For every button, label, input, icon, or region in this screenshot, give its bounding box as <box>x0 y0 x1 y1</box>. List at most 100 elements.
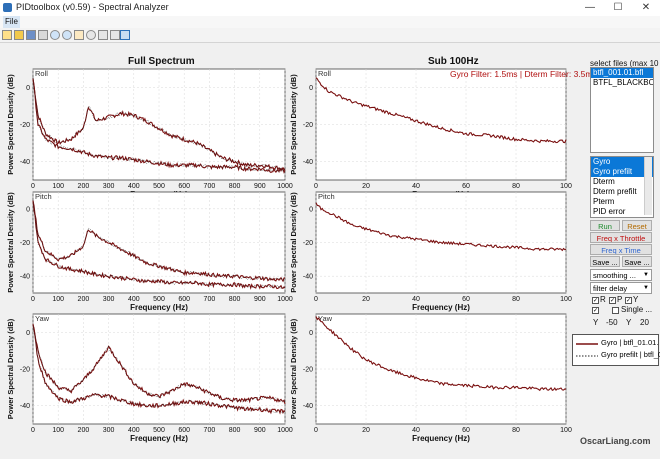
x-tick-label: 100 <box>560 183 572 190</box>
rotate-icon[interactable] <box>86 30 96 40</box>
type-gyro-prefilt[interactable]: Gyro prefilt <box>591 167 653 177</box>
x-tick-label: 20 <box>362 427 370 434</box>
x-tick-label: 40 <box>412 183 420 190</box>
row-label: Roll <box>318 69 331 78</box>
new-file-icon[interactable] <box>2 30 12 40</box>
pan-icon[interactable] <box>74 30 84 40</box>
x-tick-label: 60 <box>462 296 470 303</box>
row-label: Pitch <box>318 192 335 201</box>
watermark-logo: OscarLiang.com <box>580 436 651 446</box>
y-axis-label: Power Spectral Density (dB) <box>289 318 298 419</box>
x-tick-label: 1000 <box>277 183 293 190</box>
app-icon <box>3 3 12 12</box>
y-tick-label: -20 <box>20 122 30 129</box>
x-tick-label: 200 <box>78 296 90 303</box>
x-tick-label: 700 <box>204 296 216 303</box>
y-axis-label: Power Spectral Density (dB) <box>6 74 15 175</box>
freq-throttle-button[interactable]: Freq x Throttle <box>590 232 652 243</box>
x-axis-label: Frequency (Hz) <box>130 303 188 312</box>
gyro-trace <box>32 200 286 290</box>
x-tick-label: 100 <box>560 427 572 434</box>
legend-entry-gyro: Gyro | btfl_01.01. <box>601 338 659 347</box>
y-tick-label: -40 <box>20 403 30 410</box>
type-pterm[interactable]: Pterm <box>593 197 615 206</box>
reset-button[interactable]: Reset <box>622 220 652 231</box>
x-tick-label: 100 <box>52 427 64 434</box>
x-tick-label: 900 <box>254 427 266 434</box>
save-button-2[interactable]: Save ... <box>622 256 652 267</box>
smoothing-dropdown[interactable]: smoothing ... ▼ <box>590 269 652 281</box>
checkbox-p-label: P <box>617 295 623 304</box>
run-button[interactable]: Run <box>590 220 620 231</box>
filter-delay-dropdown[interactable]: filter delay ▼ <box>590 282 652 294</box>
type-pid-error[interactable]: PID error <box>593 207 626 216</box>
filter-delay-value: filter delay <box>593 284 628 293</box>
x-tick-label: 1000 <box>277 427 293 434</box>
legend-entry-gyro-prefilt: Gyro prefilt | btfl_01.01 <box>601 350 660 359</box>
file-item[interactable]: BTFL_BLACKBOX <box>593 78 654 87</box>
maximize-button[interactable]: ☐ <box>613 2 623 13</box>
close-button[interactable]: ✕ <box>641 2 651 13</box>
checkbox-p[interactable]: ✓ <box>609 297 616 304</box>
y-tick-label: -20 <box>20 367 30 374</box>
data-cursor-icon[interactable] <box>98 30 108 40</box>
checkbox-r-label: R <box>600 295 606 304</box>
type-dterm[interactable]: Dterm <box>593 177 615 186</box>
y-tick-label: -40 <box>303 159 313 166</box>
x-tick-label: 300 <box>103 427 115 434</box>
gyro-prefilt-trace <box>32 323 286 403</box>
type-gyro[interactable]: Gyro <box>591 157 653 167</box>
open-folder-icon[interactable] <box>14 30 24 40</box>
toolbar <box>0 28 660 43</box>
save-button-1[interactable]: Save ... <box>590 256 620 267</box>
checkbox-extra[interactable]: ✓ <box>592 307 599 314</box>
window-title: PIDtoolbox (v0.59) - Spectral Analyzer <box>16 2 169 12</box>
save-icon[interactable] <box>26 30 36 40</box>
legend-icon[interactable] <box>110 30 120 40</box>
minimize-button[interactable]: — <box>585 2 595 13</box>
y-tick-label: -40 <box>303 274 313 281</box>
menu-bar: File <box>0 16 660 28</box>
checkbox-y-label: Y <box>633 295 639 304</box>
data-type-list[interactable]: Gyro Gyro prefilt Dterm Dterm prefilt Pt… <box>590 156 654 218</box>
x-tick-label: 900 <box>254 183 266 190</box>
x-tick-label: 20 <box>362 296 370 303</box>
filter-info: Gyro Filter: 1.5ms | Dterm Filter: 3.5ms <box>450 69 597 79</box>
checkbox-single[interactable] <box>612 307 619 314</box>
grid-icon[interactable] <box>120 30 130 40</box>
ylim-max-input[interactable]: 20 <box>640 318 649 327</box>
x-tick-label: 100 <box>52 183 64 190</box>
print-icon[interactable] <box>38 30 48 40</box>
freq-time-button[interactable]: Freq x Time <box>590 244 652 255</box>
file-item[interactable]: btfl_001.01.bfl <box>591 68 653 78</box>
y-tick-label: -20 <box>20 240 30 247</box>
x-tick-label: 600 <box>178 183 190 190</box>
x-tick-label: 0 <box>314 183 318 190</box>
gyro-trace <box>32 78 286 172</box>
x-tick-label: 1000 <box>277 296 293 303</box>
x-tick-label: 600 <box>178 296 190 303</box>
gyro-trace <box>32 200 286 283</box>
gyro-prefilt-trace <box>32 77 286 173</box>
menu-file[interactable]: File <box>3 16 20 28</box>
zoom-out-icon[interactable] <box>62 30 72 40</box>
file-list[interactable]: btfl_001.01.bfl BTFL_BLACKBOX <box>590 67 654 153</box>
checkbox-y[interactable]: ✓ <box>625 297 632 304</box>
x-tick-label: 40 <box>412 296 420 303</box>
gyro-trace <box>315 316 567 392</box>
ylim-min-label: Y <box>593 318 599 327</box>
x-tick-label: 300 <box>103 296 115 303</box>
ylim-min-input[interactable]: -50 <box>606 318 618 327</box>
gyro-trace <box>315 77 567 144</box>
zoom-in-icon[interactable] <box>50 30 60 40</box>
x-tick-label: 400 <box>128 296 140 303</box>
checkbox-r[interactable]: ✓ <box>592 297 599 304</box>
x-tick-label: 0 <box>31 183 35 190</box>
single-label: Single ... <box>621 305 653 314</box>
x-tick-label: 40 <box>412 427 420 434</box>
y-tick-label: 0 <box>309 85 313 92</box>
list-scrollbar[interactable] <box>644 157 652 215</box>
x-tick-label: 900 <box>254 296 266 303</box>
type-dterm-prefilt[interactable]: Dterm prefilt <box>593 187 637 196</box>
